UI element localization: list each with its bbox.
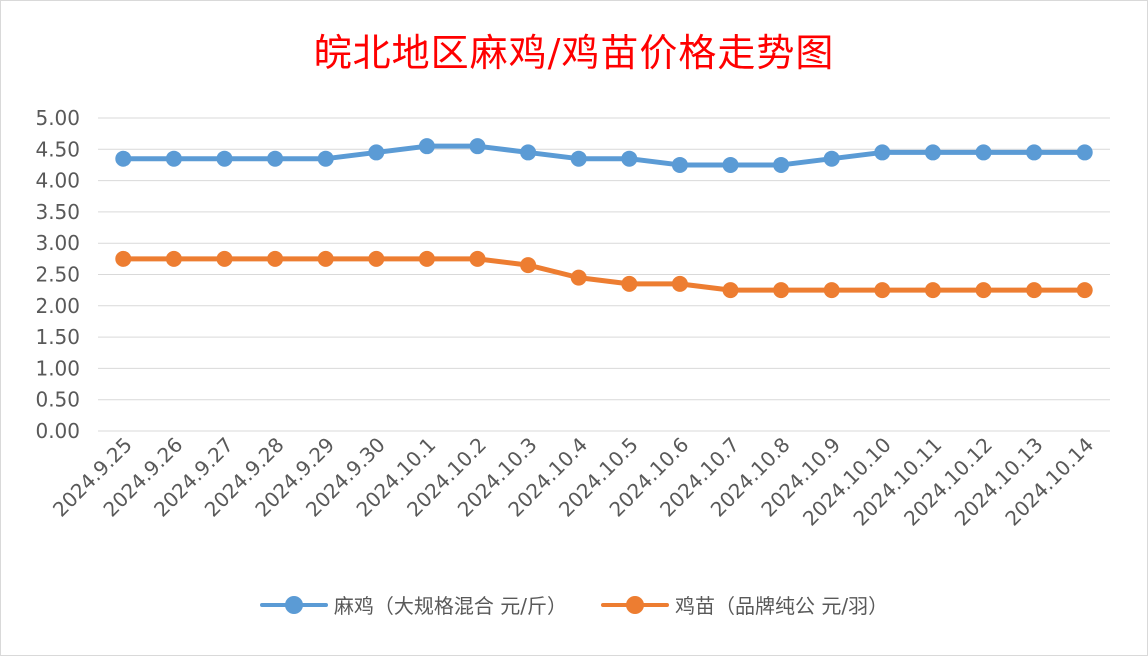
data-point xyxy=(621,150,638,167)
data-point xyxy=(520,257,537,274)
y-tick-label: 4.00 xyxy=(35,169,80,193)
legend-item-series-2[interactable]: 鸡苗（品牌纯公 元/羽） xyxy=(601,590,888,619)
data-point xyxy=(115,150,132,167)
data-point xyxy=(773,282,790,299)
data-point xyxy=(368,144,385,161)
data-point xyxy=(1026,282,1043,299)
chart-title: 皖北地区麻鸡/鸡苗价格走势图 xyxy=(313,31,835,75)
legend-label-series-1: 麻鸡（大规格混合 元/斤） xyxy=(333,594,567,618)
legend-item-series-1[interactable]: 麻鸡（大规格混合 元/斤） xyxy=(259,590,567,619)
y-tick-label: 3.50 xyxy=(35,200,80,224)
data-point xyxy=(317,150,334,167)
y-tick-label: 2.00 xyxy=(35,294,80,318)
y-tick-label: 5.00 xyxy=(35,106,80,130)
data-point xyxy=(469,138,486,155)
data-point xyxy=(975,144,992,161)
y-tick-label: 0.00 xyxy=(35,419,80,443)
data-point xyxy=(773,156,790,173)
legend-marker-series-1 xyxy=(259,595,328,615)
data-point xyxy=(165,250,182,267)
data-point xyxy=(368,250,385,267)
data-point xyxy=(671,275,688,292)
data-point xyxy=(823,150,840,167)
data-point xyxy=(570,269,587,286)
y-tick-label: 1.50 xyxy=(35,325,80,349)
y-tick-label: 1.00 xyxy=(35,356,80,380)
data-point xyxy=(267,250,284,267)
data-point xyxy=(1026,144,1043,161)
y-tick-label: 0.50 xyxy=(35,388,80,412)
y-tick-label: 3.00 xyxy=(35,231,80,255)
y-tick-label: 2.50 xyxy=(35,263,80,287)
data-point xyxy=(722,156,739,173)
data-point xyxy=(469,250,486,267)
data-point xyxy=(924,282,941,299)
data-point xyxy=(267,150,284,167)
legend-label-series-2: 鸡苗（品牌纯公 元/羽） xyxy=(675,594,889,618)
data-point xyxy=(216,250,233,267)
data-point xyxy=(317,250,334,267)
series-line-2 xyxy=(120,256,1088,293)
data-point xyxy=(823,282,840,299)
data-point xyxy=(722,282,739,299)
data-point xyxy=(874,144,891,161)
data-point xyxy=(874,282,891,299)
legend-marker-series-2 xyxy=(601,595,669,615)
data-point xyxy=(165,150,182,167)
data-point xyxy=(975,282,992,299)
data-point xyxy=(418,138,435,155)
data-point xyxy=(115,250,132,267)
data-point xyxy=(520,144,537,161)
data-point xyxy=(671,156,688,173)
data-point xyxy=(570,150,587,167)
data-point xyxy=(621,275,638,292)
data-point xyxy=(418,250,435,267)
y-tick-label: 4.50 xyxy=(35,137,80,161)
legend: 麻鸡（大规格混合 元/斤） 鸡苗（品牌纯公 元/羽） xyxy=(0,590,1148,619)
series-line-1 xyxy=(120,143,1088,168)
data-point xyxy=(1076,282,1093,299)
data-point xyxy=(924,144,941,161)
data-point xyxy=(1076,144,1093,161)
data-point xyxy=(216,150,233,167)
